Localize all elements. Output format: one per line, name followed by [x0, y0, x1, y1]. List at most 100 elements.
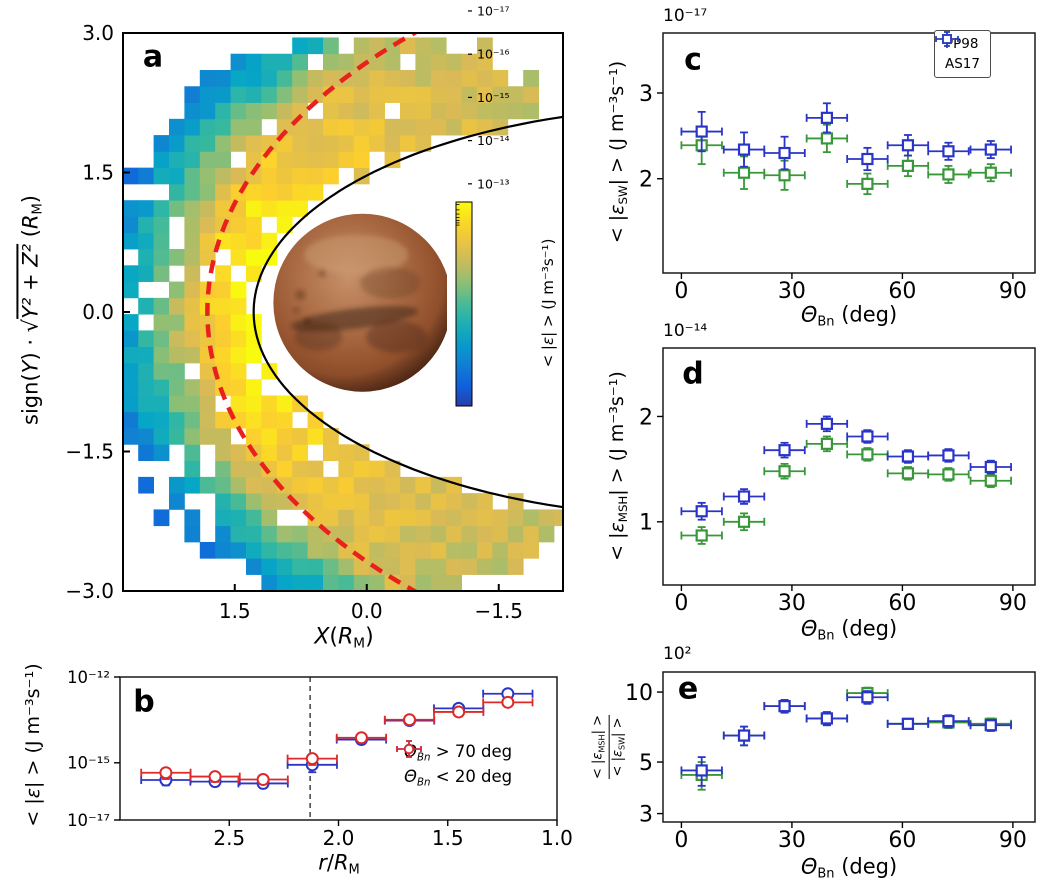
heatmap-cell [415, 135, 432, 152]
heatmap-cell [400, 70, 416, 87]
heatmap-cell [507, 525, 524, 543]
heatmap-cell [461, 509, 478, 527]
heatmap-cell [199, 362, 216, 380]
heatmap-cell [323, 476, 339, 494]
heatmap-cell [276, 53, 293, 71]
heatmap-cell [307, 151, 324, 169]
heatmap-cell [477, 509, 493, 527]
data-point [820, 111, 834, 124]
heatmap-cell [169, 411, 185, 429]
panel-e-frame [662, 671, 1036, 823]
heatmap-cell [184, 428, 201, 445]
heatmap-cell [400, 135, 416, 152]
heatmap-cell [446, 541, 462, 559]
heatmap-cell [138, 362, 154, 380]
heatmap-cell [230, 379, 247, 396]
heatmap-cell [215, 118, 231, 136]
heatmap-cell [338, 574, 355, 591]
heatmap-cell [276, 200, 293, 217]
heatmap-cell [230, 493, 247, 510]
heatmap-cell [246, 265, 262, 282]
heatmap-cell [292, 167, 308, 185]
heatmap-cell [153, 314, 170, 331]
data-point [737, 166, 751, 179]
data-point [695, 764, 708, 777]
label-fragment: SW [616, 736, 626, 751]
heatmap-cell [123, 411, 139, 429]
panel-d-letter: d [682, 356, 704, 392]
heatmap-cell [477, 70, 493, 87]
heatmap-cell [523, 86, 539, 103]
heatmap-cell [292, 37, 308, 55]
label-fragment: (deg) [834, 616, 898, 641]
heatmap-cell [184, 135, 201, 152]
label-fragment: ε [610, 750, 626, 758]
heatmap-cell [323, 118, 339, 136]
label-fragment: R [338, 624, 354, 650]
heatmap-cell [292, 460, 308, 478]
heatmap-cell [323, 493, 339, 510]
heatmap-cell [169, 281, 185, 299]
heatmap-cell [415, 476, 432, 494]
series-pp98 [680, 123, 1012, 196]
heatmap-cell [384, 525, 401, 543]
heatmap-cell [400, 476, 416, 494]
panel-a-xtick-label: −1.5 [474, 599, 523, 623]
heatmap-cell [446, 70, 462, 87]
heatmap-cell [169, 346, 185, 364]
heatmap-cell [199, 70, 216, 87]
heatmap-cell [153, 216, 170, 234]
panel-b-xlabel: r/RM [318, 850, 360, 877]
heatmap-cell [230, 362, 247, 380]
panel-e-xlabel: ΘBn (deg) [801, 854, 897, 881]
label-fragment: ) [18, 195, 43, 204]
heatmap-cell [169, 297, 185, 315]
heatmap-cell [369, 135, 385, 152]
heatmap-cell [246, 525, 262, 543]
heatmap-cell [461, 102, 478, 120]
heatmap-cell [523, 525, 539, 543]
label-fragment: ε [22, 787, 44, 799]
heatmap-cell [430, 493, 447, 510]
heatmap-cell [246, 183, 262, 201]
heatmap-cell [292, 151, 308, 169]
heatmap-cell [246, 476, 262, 494]
heatmap-cell [461, 558, 478, 575]
heatmap-cell [184, 411, 201, 429]
heatmap-cell [369, 493, 385, 510]
heatmap-cell [430, 525, 447, 543]
heatmap-cell [276, 118, 293, 136]
heatmap-cell [384, 541, 401, 559]
heatmap-cell [400, 118, 416, 136]
panel-a-xlabel: X(RM) [314, 624, 373, 651]
label-fragment: R [333, 850, 349, 875]
heatmap-cell [261, 493, 278, 510]
data-point [778, 700, 791, 713]
heatmap-cell [523, 509, 539, 527]
heatmap-cell [307, 118, 324, 136]
heatmap-cell [507, 102, 524, 120]
panel-c-letter: c [684, 42, 702, 78]
heatmap-cell [184, 151, 201, 169]
heatmap-cell [523, 541, 539, 559]
series-pp98 [680, 435, 1012, 545]
heatmap-cell [307, 493, 324, 510]
heatmap-cell [184, 314, 201, 331]
heatmap-cell [446, 525, 462, 543]
label-fragment: | > [610, 717, 626, 737]
data-point [942, 715, 955, 728]
label-fragment: | > [590, 715, 606, 735]
heatmap-cell [477, 102, 493, 120]
heatmap-cell [246, 541, 262, 559]
label-fragment: / [326, 850, 334, 875]
heatmap-cell [153, 135, 170, 152]
heatmap-cell [199, 428, 216, 445]
heatmap-cell [184, 118, 201, 136]
heatmap-cell [338, 476, 355, 494]
panel-c-xlabel: ΘBn (deg) [801, 302, 897, 329]
heatmap-cell [261, 102, 278, 120]
mars-image [273, 213, 452, 392]
heatmap-cell [184, 102, 201, 120]
label-fragment: ε [606, 204, 629, 215]
label-fragment: ( [18, 229, 43, 244]
